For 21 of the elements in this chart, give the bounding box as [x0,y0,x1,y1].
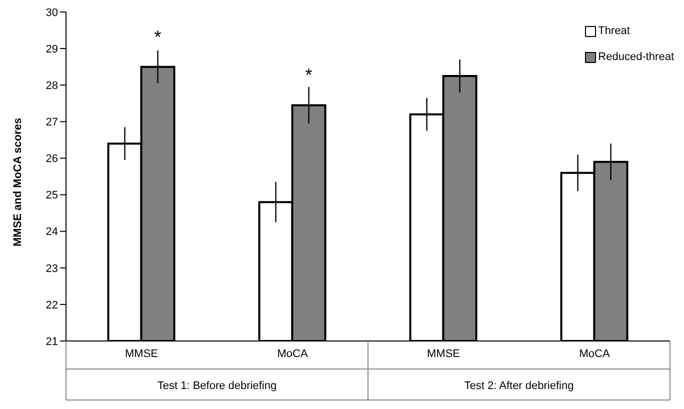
y-tick-label: 29 [46,43,58,56]
x-tick-label: MMSE [427,348,460,360]
y-tick-label: 21 [46,336,58,348]
y-tick-label: 26 [46,153,58,166]
text: Test 1: Before debriefing [157,380,277,392]
x-tick-label: MoCA [277,348,308,360]
y-tick-label: 22 [46,299,58,312]
y-tick-label: 30 [46,6,58,19]
x-tick-label: MoCA [579,348,610,360]
y-tick-label: 27 [46,116,58,129]
y-tick-label: 28 [46,80,58,92]
text: Test 2: After debriefing [464,380,574,392]
legend-label: Reduced-threat [598,51,674,63]
y-tick-label: 24 [46,226,58,238]
y-tick-label: 23 [46,262,58,275]
legend-label: Threat [598,25,630,37]
y-tick-label: 25 [46,190,58,202]
data-label: * [305,65,312,86]
y-axis-title: MMSE and MoCA scores [12,118,24,246]
x-tick-label: MMSE [125,348,158,360]
data-label: * [154,26,162,47]
